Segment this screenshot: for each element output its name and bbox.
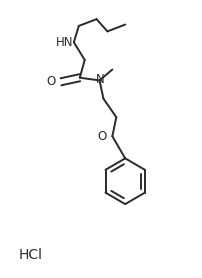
Text: N: N — [95, 73, 104, 86]
Text: HCl: HCl — [18, 248, 42, 262]
Text: O: O — [46, 75, 55, 88]
Text: O: O — [97, 130, 107, 143]
Text: HN: HN — [56, 36, 73, 49]
